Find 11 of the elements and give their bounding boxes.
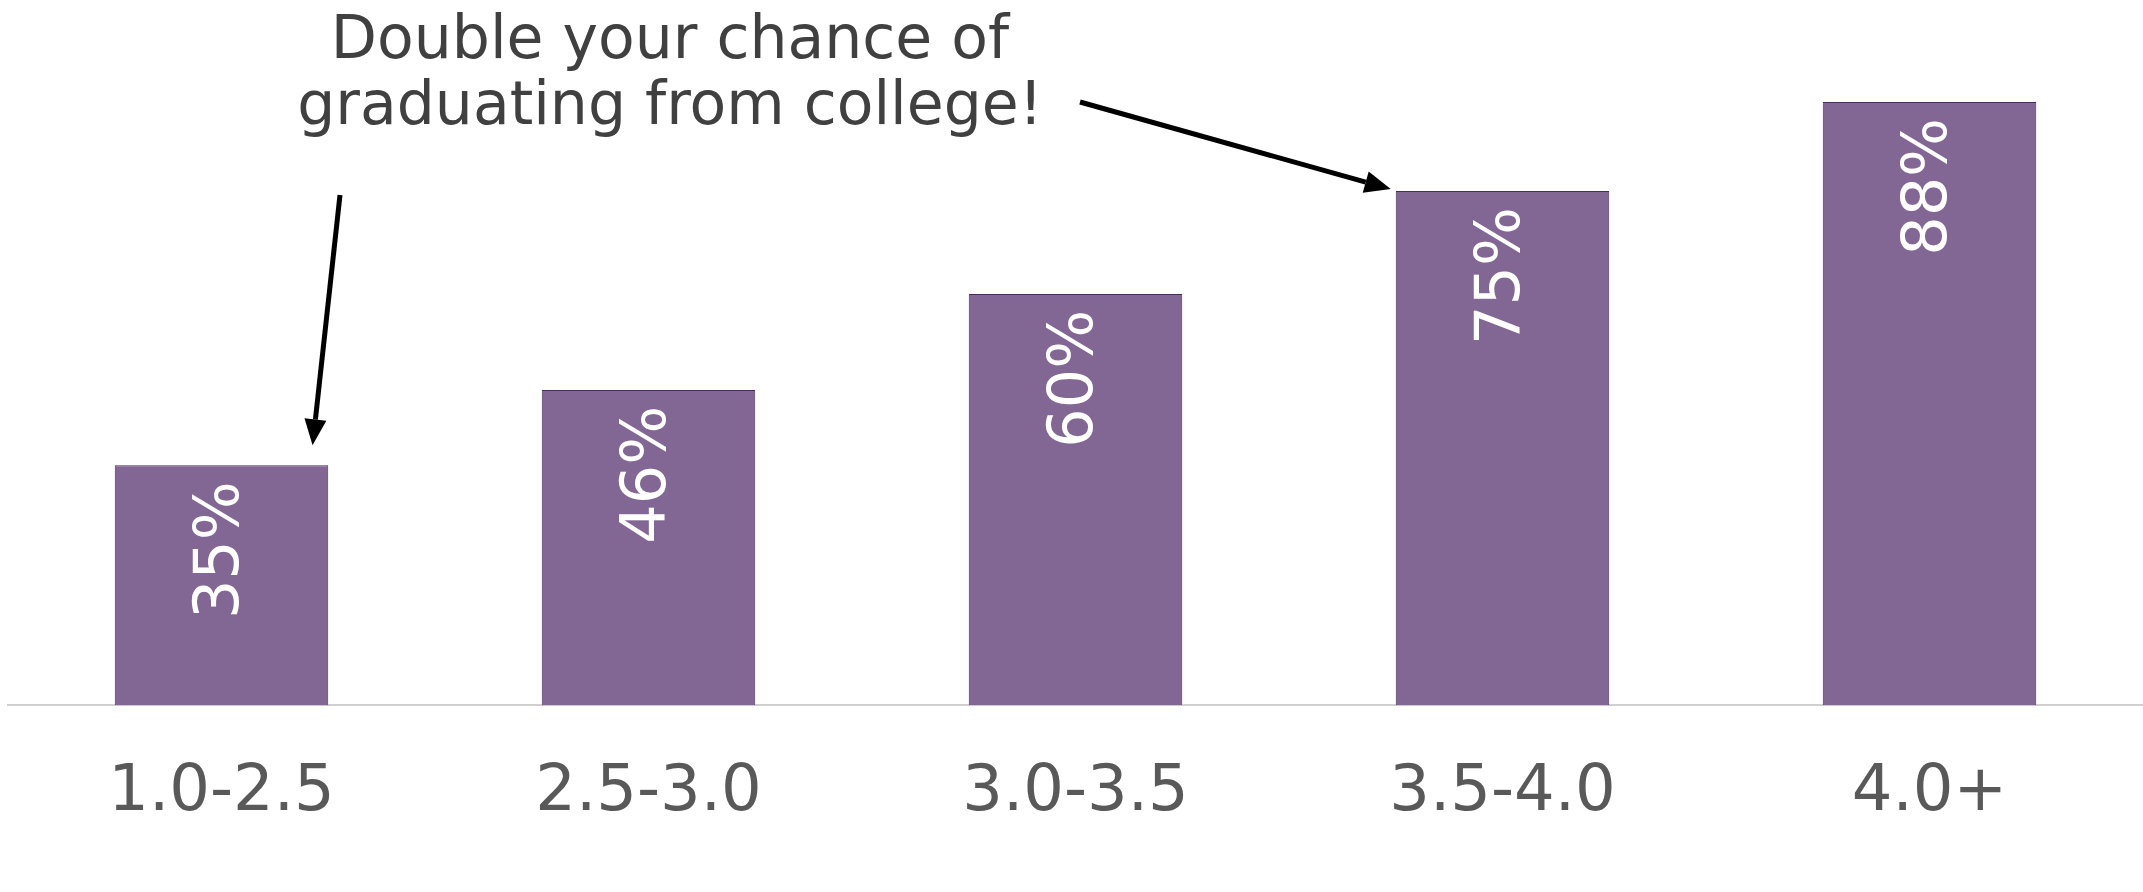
x-tick-label: 2.5-3.0: [535, 751, 762, 826]
x-tick-label: 4.0+: [1851, 751, 2008, 826]
data-label: 35%: [179, 481, 253, 620]
data-label: 75%: [1460, 207, 1534, 345]
data-label: 60%: [1033, 309, 1107, 448]
data-label: 88%: [1887, 118, 1961, 256]
x-tick-label: 1.0-2.5: [108, 751, 335, 826]
annotation: Double your chance of graduating from college!: [296, 2, 1044, 138]
data-label: 46%: [606, 405, 680, 544]
x-tick-label: 3.5-4.0: [1389, 751, 1616, 826]
x-tick-label: 3.0-3.5: [962, 751, 1189, 826]
